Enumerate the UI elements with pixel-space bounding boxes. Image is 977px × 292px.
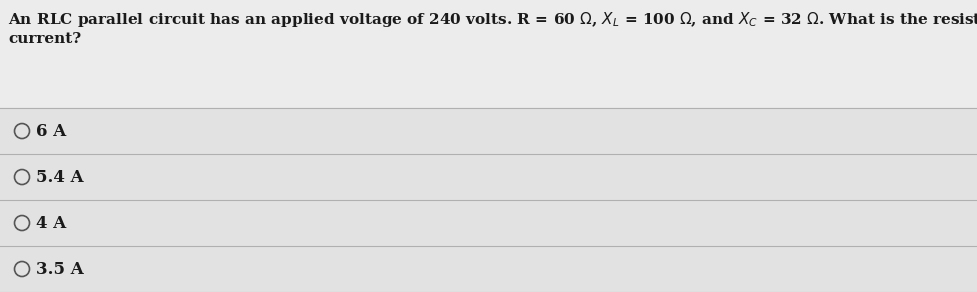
Text: 5.4 A: 5.4 A: [35, 168, 83, 185]
Bar: [0, 0, 977, 108]
Text: An RLC parallel circuit has an applied voltage of 240 volts. R = 60 $\Omega$, $X: An RLC parallel circuit has an applied v…: [8, 10, 977, 29]
Text: 3.5 A: 3.5 A: [35, 260, 83, 277]
Text: current?: current?: [8, 32, 81, 46]
Text: 4 A: 4 A: [35, 215, 65, 232]
Bar: [0, 108, 977, 292]
Text: 6 A: 6 A: [35, 123, 65, 140]
